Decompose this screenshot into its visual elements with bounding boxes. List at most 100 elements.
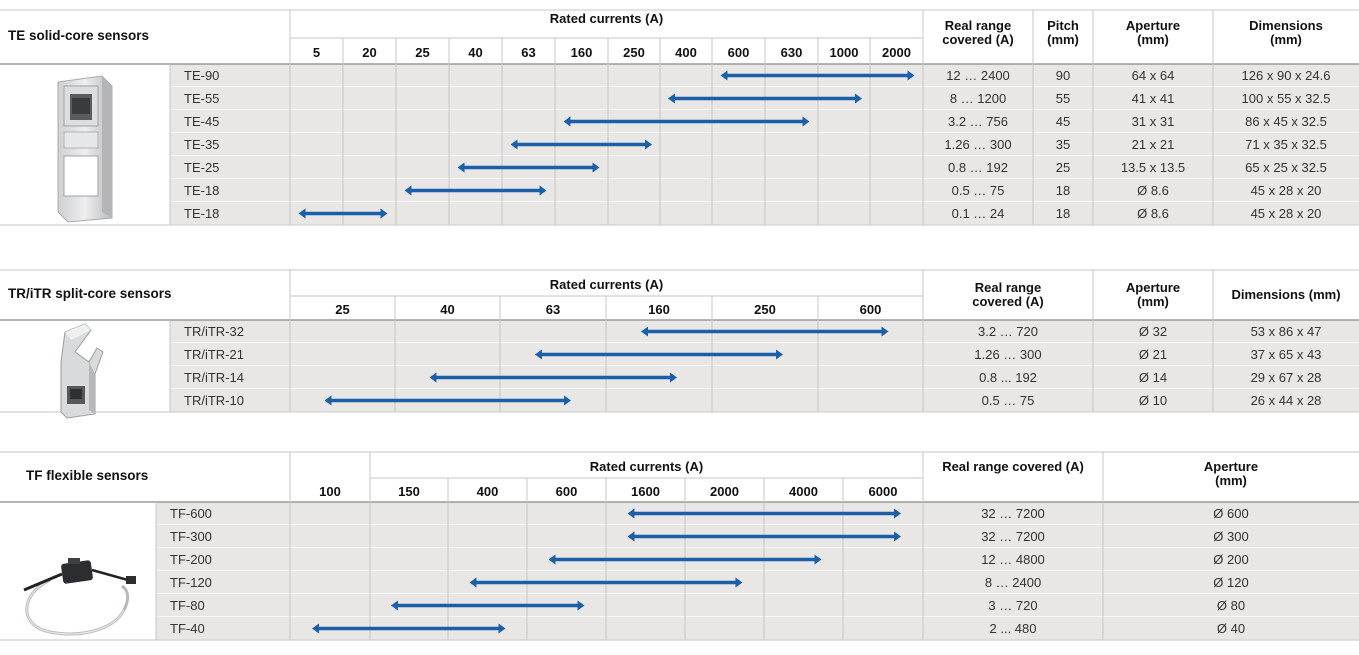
row-shade [170,366,1359,389]
tf-grid [0,451,1359,641]
range-arrow [720,70,915,81]
model-name: TR/iTR-14 [184,370,244,385]
value-cell: 45 [1055,114,1071,129]
model-name: TE-55 [184,91,220,106]
value-cell: Ø 600 [1213,506,1249,521]
value-cell: Ø 8.6 [1137,206,1169,221]
model-name: TF-600 [170,506,212,521]
value-cell: 55 [1055,91,1071,106]
value-cell: 90 [1055,68,1071,83]
value-cell: 3.2 … 720 [978,324,1038,339]
value-cell: 35 [1055,137,1071,152]
tick-label: 600 [859,302,882,317]
value-cell: 31 x 31 [1131,114,1175,129]
model-name: TE-35 [184,137,220,152]
model-name: TF-120 [170,575,212,590]
tick-label: 4000 [789,484,818,499]
header-real-range: Real range covered (A) [942,18,1014,47]
model-name: TF-200 [170,552,212,567]
value-cell: 65 x 25 x 32.5 [1245,160,1327,175]
model-name: TE-18 [184,206,220,221]
tick-label: 40 [468,45,483,60]
value-cell: Ø 120 [1213,575,1249,590]
flexible-sensor-photo [23,558,136,636]
header-aperture: Aperture (mm) [1125,280,1181,309]
section-title: TF flexible sensors [26,468,149,483]
value-cell: 41 x 41 [1131,91,1175,106]
tick-label: 100 [319,484,341,499]
value-cell: 29 x 67 x 28 [1250,370,1322,385]
tick-label: 160 [570,45,593,60]
rated-currents-header: Rated currents (A) [549,277,664,292]
range-arrow [535,349,783,360]
value-cell: 26 x 44 x 28 [1250,393,1322,408]
tick-label: 160 [648,302,670,317]
tick-label: 250 [623,45,645,60]
value-cell: 45 x 28 x 20 [1250,206,1322,221]
value-cell: 86 x 45 x 32.5 [1245,114,1327,129]
header-aperture: Aperture (mm) [1203,459,1259,488]
value-cell: 100 x 55 x 32.5 [1241,91,1331,106]
tick-label: 5 [312,45,321,60]
value-cell: 0.1 … 24 [951,206,1005,221]
value-cell: 8 … 1200 [949,91,1007,106]
row-shade [156,571,1359,594]
tick-label: 150 [398,484,420,499]
value-cell: Ø 32 [1138,324,1168,339]
tick-label: 1600 [631,484,660,499]
range-arrow [429,372,677,383]
rated-currents-header: Rated currents (A) [589,459,704,474]
range-arrow [510,139,652,150]
value-cell: 3.2 … 756 [948,114,1008,129]
value-cell: Ø 10 [1138,393,1168,408]
value-cell: 32 … 7200 [981,529,1045,544]
range-arrow [641,326,889,337]
model-name: TR/iTR-21 [184,347,244,362]
value-cell: 1.26 … 300 [974,347,1042,362]
range-arrow [391,600,585,611]
model-name: TE-90 [184,68,220,83]
value-cell: 21 x 21 [1131,137,1175,152]
value-cell: Ø 40 [1216,621,1246,636]
value-cell: 126 x 90 x 24.6 [1241,68,1331,83]
row-shade [170,389,1359,412]
value-cell: 45 x 28 x 20 [1250,183,1322,198]
range-arrow [627,508,901,519]
header-dimensions: Dimensions (mm) [1249,18,1323,47]
model-name: TF-80 [170,598,205,613]
range-arrow [404,185,547,196]
value-cell: 18 [1055,206,1071,221]
value-cell: 25 [1055,160,1071,175]
range-arrow [298,208,388,219]
value-cell: 64 x 64 [1131,68,1175,83]
header-pitch: Pitch (mm) [1047,18,1079,47]
value-cell: 0.8 … 192 [948,160,1008,175]
value-cell: Ø 200 [1213,552,1249,567]
tick-label: 630 [780,45,803,60]
tick-label: 63 [521,45,536,60]
tick-label: 63 [545,302,561,317]
value-cell: 53 x 86 x 47 [1250,324,1322,339]
range-arrow [457,162,600,173]
solid-core-sensor-photo [57,75,113,223]
range-arrow [324,395,571,406]
model-name: TE-18 [184,183,220,198]
model-name: TR/iTR-32 [184,324,244,339]
row-shade [156,594,1359,617]
value-cell: 3 … 720 [988,598,1038,613]
header-real-range: Real range covered (A) [972,280,1044,309]
value-cell: 0.8 ... 192 [979,370,1037,385]
value-cell: 32 … 7200 [981,506,1045,521]
range-arrow [563,116,810,127]
value-cell: 37 x 65 x 43 [1250,347,1322,362]
value-cell: 2 ... 480 [989,621,1037,636]
tf-sensors-section: TF flexible sensors Rated currents (A) 1… [0,448,1359,655]
tick-label: 1000 [829,45,859,60]
value-cell: Ø 14 [1138,370,1168,385]
tick-label: 20 [362,45,377,60]
value-cell: 0.5 … 75 [981,393,1035,408]
value-cell: Ø 300 [1213,529,1249,544]
value-cell: 0.5 … 75 [951,183,1005,198]
value-cell: 13.5 x 13.5 [1120,160,1186,175]
section-title: TR/iTR split-core sensors [8,286,172,301]
